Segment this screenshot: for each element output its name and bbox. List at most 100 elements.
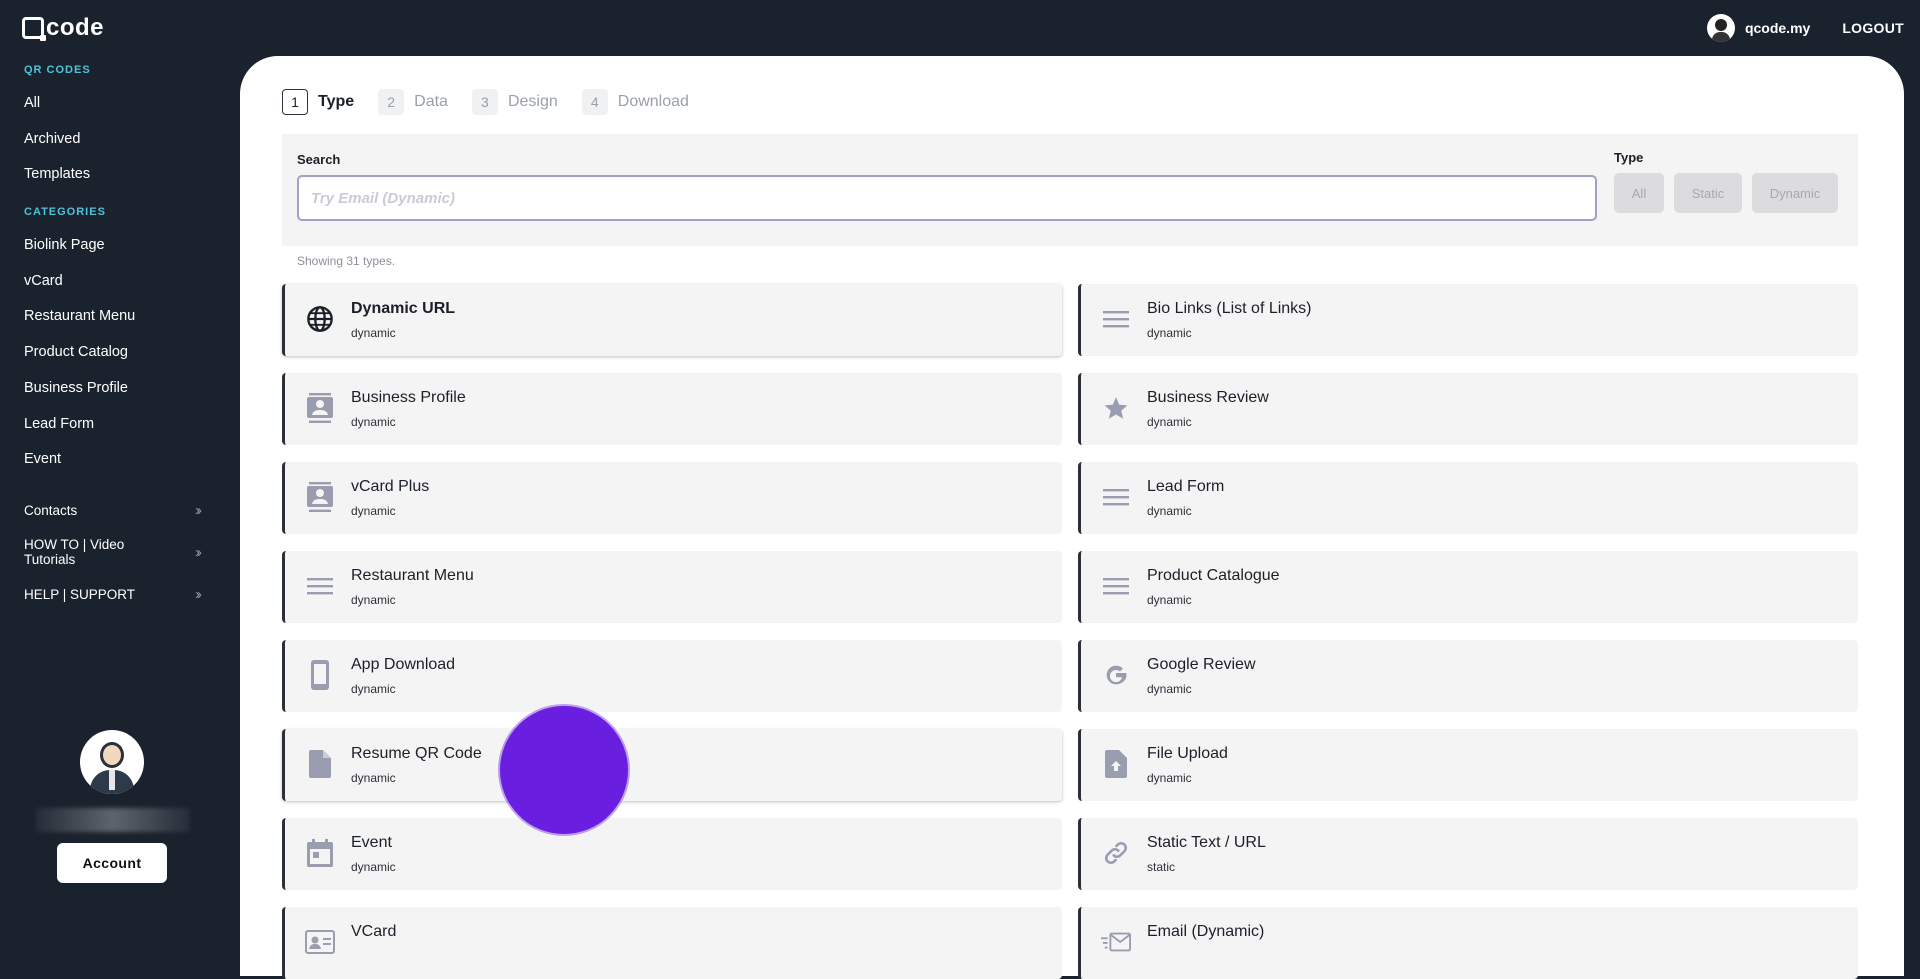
sidebar-item-vcard[interactable]: vCard [24, 273, 63, 289]
account-button[interactable]: Account [57, 843, 167, 883]
account-avatar-icon [80, 730, 144, 794]
type-card-dynamic-url[interactable]: Dynamic URL dynamic [282, 284, 1062, 356]
email-fast-icon [1101, 927, 1131, 957]
card-title: Business Review [1147, 389, 1269, 406]
card-title: Static Text / URL [1147, 834, 1266, 851]
step-data[interactable]: 2 Data [378, 89, 448, 115]
card-subtitle: dynamic [1147, 326, 1192, 340]
star-icon [1101, 393, 1131, 423]
sidebar-item-label: HELP | SUPPORT [24, 587, 136, 602]
card-title: Event [351, 834, 392, 851]
type-filter-all-button[interactable]: All [1614, 173, 1664, 213]
card-subtitle: static [1147, 860, 1176, 874]
globe-icon [305, 304, 335, 334]
type-card-email-dynamic[interactable]: Email (Dynamic) [1078, 907, 1858, 979]
step-number: 2 [378, 89, 405, 115]
card-title: Resume QR Code [351, 745, 482, 762]
user-avatar-icon[interactable] [1706, 14, 1735, 42]
section-title-qr-codes: QR CODES [24, 64, 91, 76]
file-icon [305, 749, 335, 779]
sidebar-item-templates[interactable]: Templates [24, 166, 91, 182]
card-title: Dynamic URL [351, 300, 456, 317]
card-title: Product Catalogue [1147, 567, 1280, 584]
step-design[interactable]: 3 Design [471, 89, 558, 115]
file-upload-icon [1101, 749, 1131, 779]
search-label: Search [297, 152, 341, 167]
sidebar-item-label: HOW TO | Video Tutorials [24, 537, 125, 567]
app-logo[interactable]: code [22, 14, 104, 42]
card-title: Bio Links (List of Links) [1147, 300, 1312, 317]
card-title: App Download [351, 656, 456, 673]
lines-icon [1101, 571, 1131, 601]
card-title: Google Review [1147, 656, 1256, 673]
sidebar-item-label: Contacts [24, 503, 78, 518]
type-card-resume-qr-code[interactable]: Resume QR Code dynamic [282, 729, 1062, 801]
sidebar-item-lead-form[interactable]: Lead Form [24, 416, 95, 432]
step-label: Type [318, 93, 355, 110]
sidebar-item-biolink-page[interactable]: Biolink Page [24, 237, 105, 253]
type-card-google-review[interactable]: Google Review dynamic [1078, 640, 1858, 712]
type-card-static-text-url[interactable]: Static Text / URL static [1078, 818, 1858, 890]
blurred-account-name [36, 808, 190, 832]
type-filter-dynamic-button[interactable]: Dynamic [1752, 173, 1838, 213]
logout-button[interactable]: LOGOUT [1842, 20, 1904, 36]
sidebar-item-archived[interactable]: Archived [24, 131, 81, 147]
type-card-restaurant-menu[interactable]: Restaurant Menu dynamic [282, 551, 1062, 623]
card-title: Business Profile [351, 389, 466, 406]
step-type[interactable]: 1 Type [282, 89, 354, 115]
type-card-business-profile[interactable]: Business Profile dynamic [282, 373, 1062, 445]
step-number: 1 [282, 89, 308, 115]
lines-icon [1101, 304, 1131, 334]
sidebar-item-product-catalog[interactable]: Product Catalog [24, 344, 128, 360]
chevron-double-right-icon: ›› [195, 502, 202, 519]
card-title: Lead Form [1147, 478, 1225, 495]
chevron-double-right-icon: ›› [195, 543, 202, 561]
type-filter-static-button[interactable]: Static [1674, 173, 1742, 213]
search-panel: Search Type All Static Dynamic [282, 134, 1858, 246]
chevron-double-right-icon: ›› [195, 586, 202, 603]
step-label: Design [507, 93, 558, 110]
step-download[interactable]: 4 Download [581, 89, 689, 115]
type-card-vcard[interactable]: VCard [282, 907, 1062, 979]
type-card-vcard-plus[interactable]: vCard Plus dynamic [282, 462, 1062, 534]
click-indicator [500, 706, 628, 834]
type-card-bio-links[interactable]: Bio Links (List of Links) dynamic [1078, 284, 1858, 356]
card-subtitle: dynamic [1147, 504, 1192, 518]
sidebar-item-all[interactable]: All [24, 95, 41, 111]
card-subtitle: dynamic [351, 504, 396, 518]
card-subtitle: dynamic [351, 415, 396, 429]
card-subtitle: dynamic [351, 771, 396, 785]
card-title: VCard [351, 923, 397, 940]
card-subtitle: dynamic [351, 593, 396, 607]
card-subtitle: dynamic [351, 860, 396, 874]
card-title: Email (Dynamic) [1147, 923, 1265, 940]
type-card-file-upload[interactable]: File Upload dynamic [1078, 729, 1858, 801]
type-card-business-review[interactable]: Business Review dynamic [1078, 373, 1858, 445]
type-card-lead-form[interactable]: Lead Form dynamic [1078, 462, 1858, 534]
card-subtitle: dynamic [1147, 593, 1192, 607]
section-title-categories: CATEGORIES [24, 206, 106, 218]
sidebar-item-how-to[interactable]: HOW TO | Video Tutorials ›› [24, 537, 202, 567]
sidebar-item-restaurant-menu[interactable]: Restaurant Menu [24, 308, 136, 324]
id-card-icon [305, 927, 335, 957]
phone-icon [305, 660, 335, 690]
sidebar-item-business-profile[interactable]: Business Profile [24, 380, 128, 396]
step-number: 3 [471, 89, 498, 115]
type-card-app-download[interactable]: App Download dynamic [282, 640, 1062, 712]
card-subtitle: dynamic [351, 326, 396, 340]
search-input[interactable] [297, 175, 1597, 221]
lines-icon [1101, 482, 1131, 512]
card-subtitle: dynamic [1147, 415, 1192, 429]
user-name[interactable]: qcode.my [1744, 20, 1811, 36]
qr-logo-icon [22, 17, 46, 41]
card-title: Restaurant Menu [351, 567, 474, 584]
google-icon [1101, 660, 1131, 690]
sidebar-item-event[interactable]: Event [24, 451, 62, 467]
result-count: Showing 31 types. [297, 254, 396, 268]
type-card-event[interactable]: Event dynamic [282, 818, 1062, 890]
logo-text: code [46, 14, 105, 41]
sidebar-item-help-support[interactable]: HELP | SUPPORT ›› [24, 586, 202, 603]
lines-icon [305, 571, 335, 601]
sidebar-item-contacts[interactable]: Contacts ›› [24, 502, 202, 519]
type-card-product-catalogue[interactable]: Product Catalogue dynamic [1078, 551, 1858, 623]
